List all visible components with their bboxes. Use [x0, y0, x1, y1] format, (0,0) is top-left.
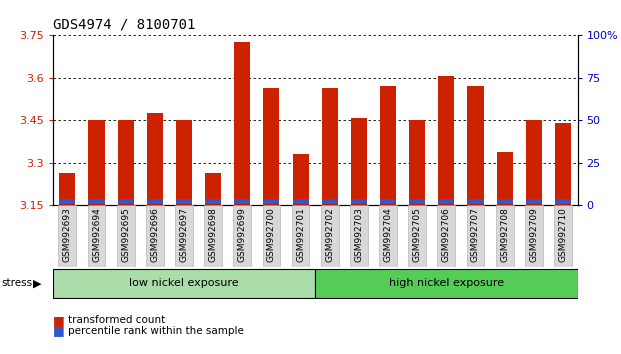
Bar: [234, 199, 250, 204]
Bar: [315, 269, 578, 297]
Text: GSM992707: GSM992707: [471, 207, 480, 262]
Text: high nickel exposure: high nickel exposure: [389, 278, 504, 287]
Bar: [437, 205, 455, 267]
Bar: [263, 199, 279, 204]
Bar: [409, 199, 425, 204]
Bar: [88, 205, 106, 267]
Bar: [408, 205, 426, 267]
Text: GSM992705: GSM992705: [413, 207, 422, 262]
Bar: [409, 120, 425, 205]
Bar: [205, 199, 221, 204]
Bar: [147, 199, 163, 204]
Bar: [554, 205, 572, 267]
Text: GSM992694: GSM992694: [92, 207, 101, 262]
Text: GSM992699: GSM992699: [238, 207, 247, 262]
Bar: [322, 199, 338, 204]
Bar: [525, 205, 543, 267]
Text: GSM992700: GSM992700: [267, 207, 276, 262]
Bar: [117, 199, 134, 204]
Bar: [292, 205, 309, 267]
Text: GSM992709: GSM992709: [529, 207, 538, 262]
Bar: [176, 120, 192, 205]
Bar: [117, 120, 134, 205]
Bar: [263, 205, 280, 267]
Bar: [379, 205, 397, 267]
Bar: [497, 199, 513, 204]
Text: GSM992698: GSM992698: [209, 207, 217, 262]
Text: GSM992697: GSM992697: [179, 207, 188, 262]
Bar: [526, 120, 542, 205]
Text: stress: stress: [1, 278, 32, 288]
Bar: [497, 152, 513, 205]
Bar: [234, 42, 250, 205]
Bar: [176, 199, 192, 204]
Bar: [526, 199, 542, 204]
Bar: [175, 205, 193, 267]
Text: GSM992702: GSM992702: [325, 207, 334, 262]
Text: GSM992710: GSM992710: [558, 207, 568, 262]
Text: GSM992696: GSM992696: [150, 207, 160, 262]
Bar: [350, 205, 368, 267]
Text: low nickel exposure: low nickel exposure: [129, 278, 239, 287]
Bar: [89, 199, 104, 204]
Bar: [60, 199, 75, 204]
Text: GSM992693: GSM992693: [63, 207, 72, 262]
Text: ▶: ▶: [33, 278, 42, 288]
Bar: [58, 205, 76, 267]
Bar: [321, 205, 338, 267]
Bar: [380, 199, 396, 204]
Bar: [438, 76, 455, 205]
Bar: [555, 123, 571, 205]
Bar: [205, 173, 221, 205]
Bar: [496, 205, 514, 267]
Text: GSM992708: GSM992708: [500, 207, 509, 262]
Bar: [466, 205, 484, 267]
Bar: [147, 113, 163, 205]
Bar: [53, 269, 315, 297]
Bar: [89, 120, 104, 205]
Text: transformed count: transformed count: [68, 315, 166, 325]
Bar: [263, 88, 279, 205]
Bar: [322, 88, 338, 205]
Text: percentile rank within the sample: percentile rank within the sample: [68, 326, 244, 336]
Bar: [60, 173, 75, 205]
Bar: [117, 205, 135, 267]
Bar: [292, 154, 309, 205]
Bar: [292, 199, 309, 204]
Bar: [233, 205, 251, 267]
Text: GSM992704: GSM992704: [384, 207, 392, 262]
Bar: [351, 199, 367, 204]
Bar: [351, 118, 367, 205]
Text: ■: ■: [53, 314, 65, 327]
Text: GSM992701: GSM992701: [296, 207, 305, 262]
Bar: [555, 199, 571, 204]
Text: GSM992706: GSM992706: [442, 207, 451, 262]
Bar: [468, 199, 484, 204]
Bar: [380, 86, 396, 205]
Bar: [204, 205, 222, 267]
Bar: [146, 205, 164, 267]
Bar: [468, 86, 484, 205]
Bar: [438, 199, 455, 204]
Text: GDS4974 / 8100701: GDS4974 / 8100701: [53, 18, 195, 32]
Text: GSM992695: GSM992695: [121, 207, 130, 262]
Text: ■: ■: [53, 325, 65, 337]
Text: GSM992703: GSM992703: [355, 207, 363, 262]
